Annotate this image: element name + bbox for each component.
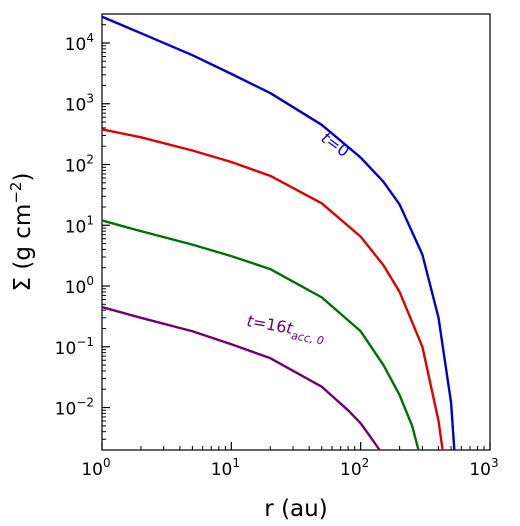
y-axis-label-exponent: −2 <box>7 182 25 204</box>
y-tick-label-5: 103 <box>65 92 94 116</box>
series-line-4 <box>101 305 381 451</box>
annotation-sym-2: t <box>285 318 295 338</box>
y-tick-base-3: 10 <box>65 217 87 237</box>
x-tick-label-3: 103 <box>469 456 498 480</box>
x-tick-base-3: 10 <box>469 460 491 480</box>
annotation-var-2: t <box>245 311 255 331</box>
y-tick-base-0: 10 <box>55 400 77 420</box>
series-line-1 <box>101 15 456 451</box>
x-tick-label-0: 100 <box>81 456 110 480</box>
y-tick-label-0: 10−2 <box>55 396 94 420</box>
y-tick-label-6: 104 <box>65 31 94 55</box>
y-tick-exp-1: −1 <box>76 335 94 349</box>
y-tick-exp-5: 3 <box>86 92 94 106</box>
y-tick-exp-4: 2 <box>86 153 94 167</box>
y-tick-label-3: 101 <box>65 213 94 237</box>
series-line-3 <box>101 219 420 451</box>
y-tick-exp-3: 1 <box>86 213 94 227</box>
annotation-sub-2: acc, 0 <box>290 329 325 348</box>
x-tick-base-1: 10 <box>211 460 233 480</box>
y-tick-exp-0: −2 <box>76 396 94 410</box>
x-tick-exp-0: 0 <box>103 456 111 470</box>
y-axis-label: Σ (g cm−2) <box>7 173 36 292</box>
plot-frame <box>101 13 491 451</box>
x-tick-label-2: 102 <box>340 456 369 480</box>
x-tick-base-0: 10 <box>81 460 103 480</box>
y-tick-label-4: 102 <box>65 153 94 177</box>
y-axis-label-close: ) <box>10 173 36 182</box>
annotation-eq-2: =16 <box>252 312 289 337</box>
x-tick-label-1: 101 <box>211 456 240 480</box>
y-tick-label-2: 100 <box>65 274 94 298</box>
y-tick-exp-2: 0 <box>86 274 94 288</box>
y-tick-label-1: 10−1 <box>55 335 94 359</box>
x-tick-exp-1: 1 <box>232 456 240 470</box>
curve-annotation-1: t=0 <box>318 128 353 161</box>
y-axis-label-main: Σ (g cm <box>10 204 36 292</box>
y-tick-base-6: 10 <box>65 35 87 55</box>
y-tick-base-4: 10 <box>65 157 87 177</box>
x-tick-exp-3: 3 <box>491 456 499 470</box>
y-tick-exp-6: 4 <box>86 31 94 45</box>
series-line-2 <box>101 128 444 451</box>
y-tick-base-2: 10 <box>65 278 87 298</box>
annotation-layer: t=0t=16tacc, 0 <box>245 128 353 347</box>
x-tick-base-2: 10 <box>340 460 362 480</box>
y-tick-base-1: 10 <box>55 339 77 359</box>
series-layer <box>101 15 456 451</box>
curve-annotation-2: t=16tacc, 0 <box>245 311 327 347</box>
x-tick-exp-2: 2 <box>362 456 370 470</box>
x-axis-label: r (au) <box>264 496 327 522</box>
y-tick-base-5: 10 <box>65 96 87 116</box>
